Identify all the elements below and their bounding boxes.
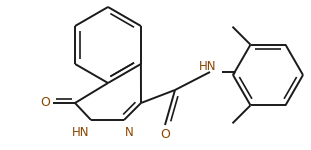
Text: HN: HN — [72, 126, 90, 140]
Text: N: N — [125, 126, 133, 140]
Text: O: O — [40, 96, 50, 110]
Text: O: O — [160, 129, 170, 141]
Text: HN: HN — [199, 60, 217, 74]
